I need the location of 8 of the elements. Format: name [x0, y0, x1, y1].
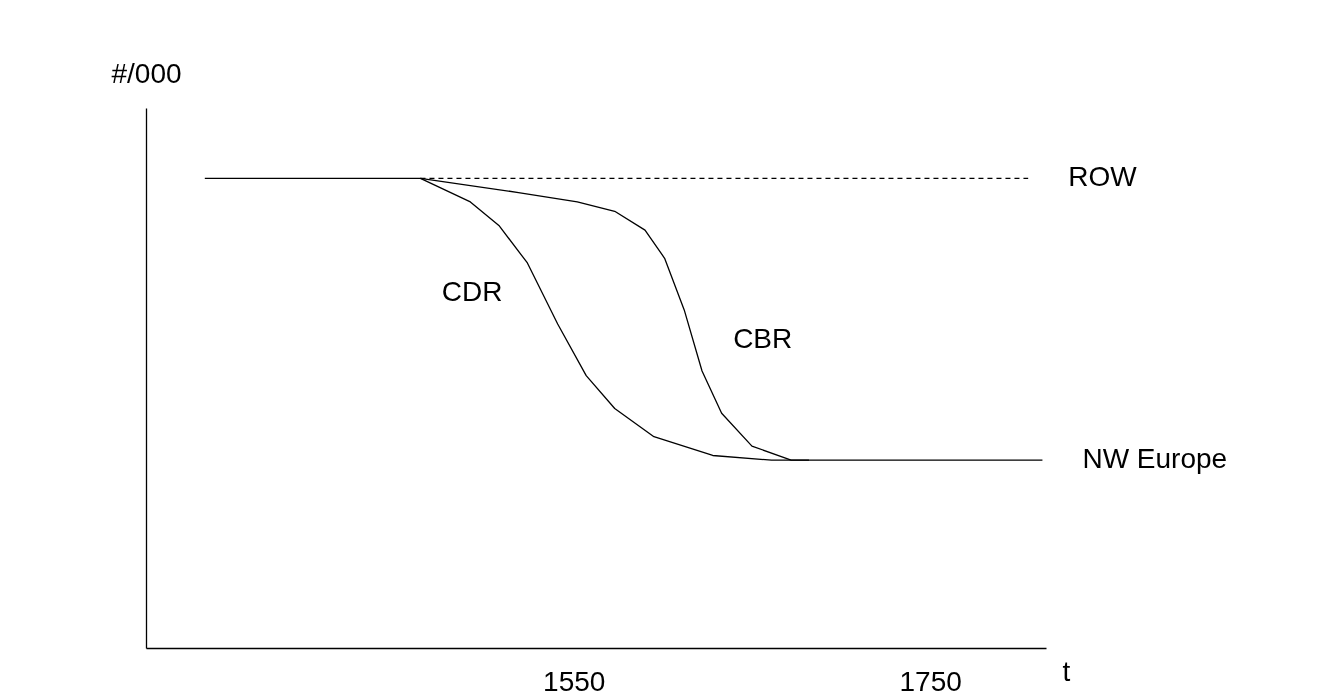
text: NW Europe — [1082, 443, 1228, 475]
y-axis-title: #/000 — [111, 57, 182, 89]
series-label: CBR — [733, 323, 793, 355]
x-tick-label: 1550 — [543, 665, 606, 697]
x-axis-title: t — [1062, 655, 1071, 687]
series-label: ROW — [1068, 161, 1138, 193]
series-label: CDR — [441, 276, 503, 308]
x-tick-label: 1750 — [899, 665, 962, 697]
